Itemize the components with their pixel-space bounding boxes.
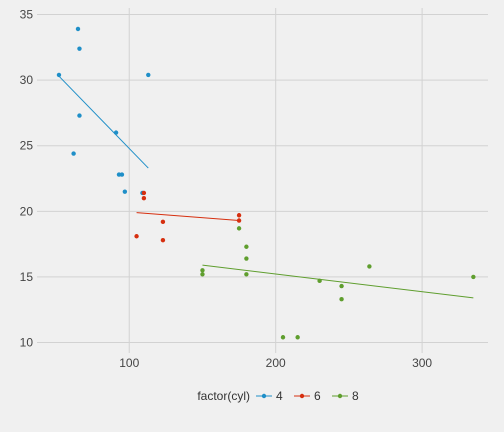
point-4 xyxy=(77,113,82,118)
legend-label-8: 8 xyxy=(352,389,359,403)
point-6 xyxy=(134,234,139,239)
point-4 xyxy=(146,72,151,78)
point-6 xyxy=(141,190,147,196)
point-6 xyxy=(160,219,166,225)
y-tick-label: 15 xyxy=(20,270,34,284)
point-8 xyxy=(280,335,286,340)
point-8 xyxy=(367,264,372,269)
fit-line-6 xyxy=(136,212,240,222)
fit-line-8 xyxy=(202,264,474,299)
point-8 xyxy=(236,226,242,231)
point-6 xyxy=(236,213,242,218)
y-tick-label: 25 xyxy=(20,139,34,153)
point-4 xyxy=(75,26,81,32)
y-tick-label: 35 xyxy=(20,8,34,22)
point-4 xyxy=(119,172,125,177)
point-8 xyxy=(471,274,476,280)
point-4 xyxy=(56,72,62,78)
point-8 xyxy=(244,244,249,249)
x-tick-label: 300 xyxy=(412,356,432,370)
point-6 xyxy=(236,218,242,223)
legend-point-6 xyxy=(299,393,305,399)
data-points xyxy=(56,26,476,340)
x-axis-tick-labels: 100 200 300 xyxy=(119,356,432,370)
point-4 xyxy=(77,46,82,51)
legend-title: factor(cyl) xyxy=(197,389,250,403)
point-8 xyxy=(200,268,205,273)
legend-label-6: 6 xyxy=(314,389,321,403)
plot-panel xyxy=(37,8,488,353)
point-6 xyxy=(141,196,147,201)
legend-point-8 xyxy=(337,393,343,399)
y-tick-label: 30 xyxy=(20,73,34,87)
point-8 xyxy=(295,335,300,340)
legend: factor(cyl) 4 6 8 xyxy=(197,389,359,403)
legend-point-4 xyxy=(261,393,267,399)
point-8 xyxy=(244,256,249,261)
point-4 xyxy=(113,130,119,135)
x-tick-label: 100 xyxy=(119,356,139,370)
x-tick-label: 200 xyxy=(266,356,286,370)
point-8 xyxy=(317,278,322,284)
y-tick-label: 20 xyxy=(20,204,34,218)
y-axis-tick-labels: 10 15 20 25 30 35 xyxy=(20,8,34,350)
point-8 xyxy=(244,272,249,277)
point-8 xyxy=(339,297,344,302)
y-tick-label: 10 xyxy=(20,336,34,350)
grid-lines xyxy=(37,8,488,353)
fit-line-4 xyxy=(58,75,149,169)
regression-lines xyxy=(58,75,474,299)
point-4 xyxy=(122,189,128,194)
point-6 xyxy=(160,237,166,243)
point-8 xyxy=(200,272,205,277)
legend-label-4: 4 xyxy=(276,389,283,403)
point-4 xyxy=(71,151,76,156)
point-8 xyxy=(339,283,344,289)
